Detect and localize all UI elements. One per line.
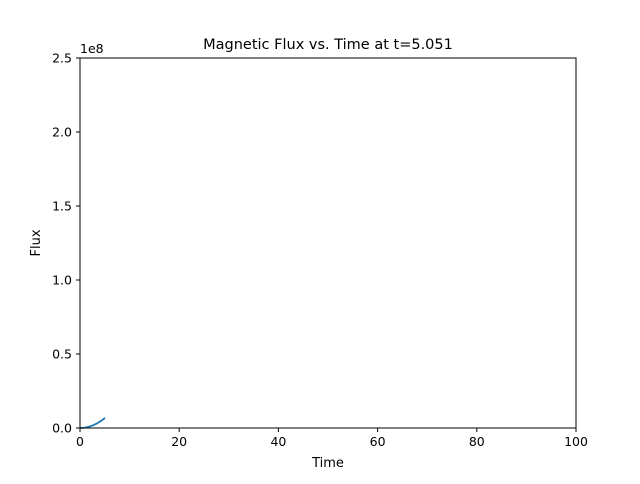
x-axis-ticks: 0 20 40 60 80 100 (76, 428, 588, 449)
x-tick-label: 20 (171, 434, 187, 449)
y-axis-ticks: 0.0 0.5 1.0 1.5 2.0 2.5 (52, 51, 80, 436)
plot-background (80, 58, 576, 428)
y-axis-offset-label: 1e8 (80, 41, 104, 56)
x-tick-label: 40 (270, 434, 286, 449)
y-tick-label: 0.5 (52, 347, 72, 362)
y-axis-label: Flux (29, 229, 44, 256)
chart-title: Magnetic Flux vs. Time at t=5.051 (203, 37, 453, 53)
x-tick-label: 80 (469, 434, 485, 449)
y-tick-label: 2.5 (52, 51, 72, 66)
x-tick-label: 100 (564, 434, 588, 449)
y-tick-label: 1.5 (52, 199, 72, 214)
axes-frame (79, 57, 577, 429)
x-axis-label: Time (311, 456, 344, 471)
y-tick-label: 2.0 (52, 125, 72, 140)
x-tick-label: 60 (370, 434, 386, 449)
x-tick-label: 0 (76, 434, 84, 449)
y-tick-label: 1.0 (52, 273, 72, 288)
y-tick-label: 0.0 (52, 421, 72, 436)
